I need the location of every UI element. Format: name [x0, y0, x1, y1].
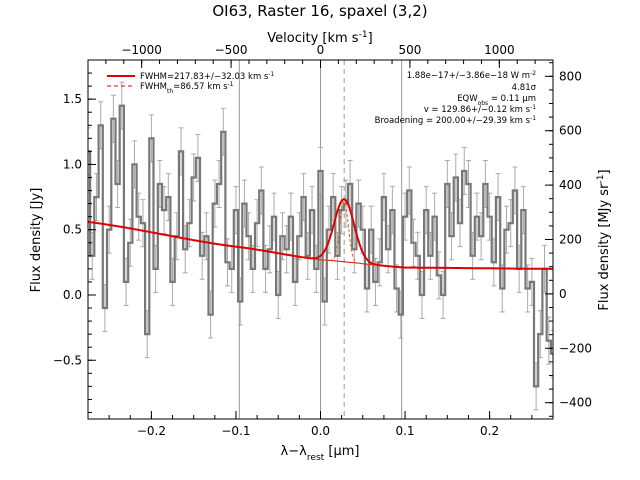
x-tick-label: 0.2 — [480, 424, 499, 438]
x2-axis-label-text: Velocity [km s-1​] — [267, 30, 372, 46]
x2-tick-label: −500 — [215, 43, 248, 57]
x-tick-label: −0.1 — [221, 424, 250, 438]
y2-tick-label: −400 — [559, 396, 592, 410]
annotation-velocity: v = 129.86+/−0.12 km s-1​ — [424, 104, 537, 116]
x-tick-label: 0.1 — [395, 424, 414, 438]
y2-tick-label: 400 — [559, 178, 582, 192]
y2-tick-label: −200 — [559, 341, 592, 355]
y2-tick-label: 600 — [559, 124, 582, 138]
legend: FWHM=217.83+/−32.03 km s-1​ FWHMth​=86.5… — [107, 71, 275, 95]
chart-title: OI63, Raster 16, spaxel (3,2) — [212, 2, 427, 20]
y-tick-label: 1.0 — [63, 157, 82, 171]
x2-tick-label: 0 — [317, 43, 325, 57]
annotation-eqw: EQWobs​ = 0.11 μm — [457, 94, 536, 107]
x2-axis-label: Velocity [km s-1​] — [267, 30, 372, 46]
y2-axis-label: Flux density [MJy sr-1​] — [596, 169, 612, 310]
reference-lines — [238, 60, 403, 419]
x2-tick-label: 1000 — [484, 43, 515, 57]
y-axis-label: Flux density [Jy] — [29, 188, 44, 293]
y-tick-label: 1.5 — [63, 92, 82, 106]
x-axis-label: λ−λrest​ [μm] — [281, 444, 360, 463]
x2-tick-label: 500 — [398, 43, 421, 57]
fit-line — [88, 198, 553, 270]
axes: −0.2 −0.1 0.0 0.1 0.2 −0.5 0.0 0.5 1.0 1.5 −1000 −5… — [53, 43, 592, 438]
annotation-sigma: 4.81σ — [512, 83, 537, 93]
x-tick-label: 0.0 — [311, 424, 330, 438]
y2-tick-label: 200 — [559, 233, 582, 247]
annotation-broadening: Broadening = 200.00+/−29.39 km s-1​ — [375, 115, 537, 127]
y2-tick-label: 0 — [559, 287, 567, 301]
thermal-profile-line — [88, 198, 553, 270]
x-tick-label: −0.2 — [137, 424, 166, 438]
y-tick-label: 0.5 — [63, 223, 82, 237]
legend-label-fwhm: FWHM=217.83+/−32.03 km s-1​ — [140, 71, 275, 83]
y-tick-label: −0.5 — [53, 353, 82, 367]
y-tick-label: 0.0 — [63, 288, 82, 302]
annotations: 1.88e−17+/−3.86e−18 W m-2​ 4.81σ EQWobs​… — [375, 70, 537, 127]
y2-tick-label: 800 — [559, 69, 582, 83]
x2-tick-label: −1000 — [121, 43, 162, 57]
spectrum-line — [88, 104, 553, 388]
legend-label-fwhm-th: FWHMth​=86.57 km s-1​ — [140, 81, 234, 95]
annotation-flux: 1.88e−17+/−3.86e−18 W m-2​ — [407, 70, 537, 82]
